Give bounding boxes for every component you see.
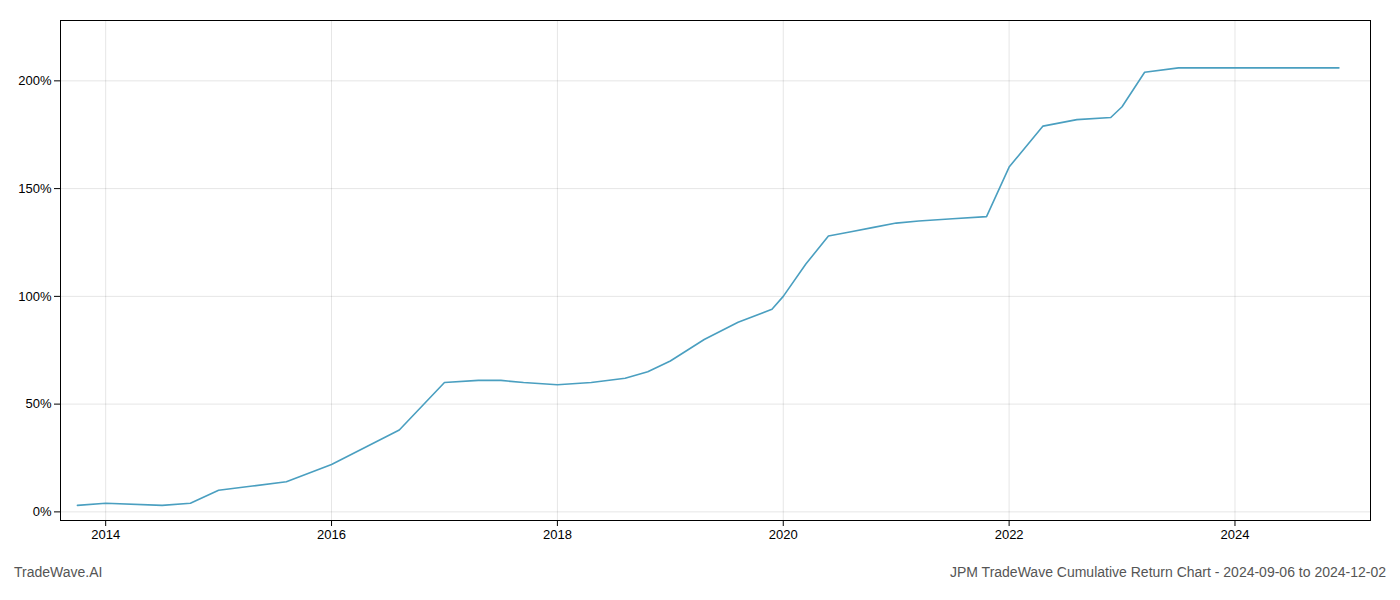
- svg-text:50%: 50%: [25, 396, 51, 411]
- html-text:JPM TradeWave Cumulative Retur: JPM TradeWave Cumulative Return Chart - …: [950, 564, 1386, 580]
- svg-text:200%: 200%: [18, 73, 52, 88]
- svg-text:0%: 0%: [33, 504, 52, 519]
- svg-text:2016: 2016: [317, 527, 346, 542]
- svg-text:2020: 2020: [769, 527, 798, 542]
- svg-text:2018: 2018: [543, 527, 572, 542]
- svg-text:2024: 2024: [1221, 527, 1250, 542]
- html-text:TradeWave.AI: TradeWave.AI: [14, 564, 103, 580]
- svg-text:150%: 150%: [18, 181, 52, 196]
- svg-text:2014: 2014: [91, 527, 120, 542]
- svg-text:2022: 2022: [995, 527, 1024, 542]
- svg-text:100%: 100%: [18, 289, 52, 304]
